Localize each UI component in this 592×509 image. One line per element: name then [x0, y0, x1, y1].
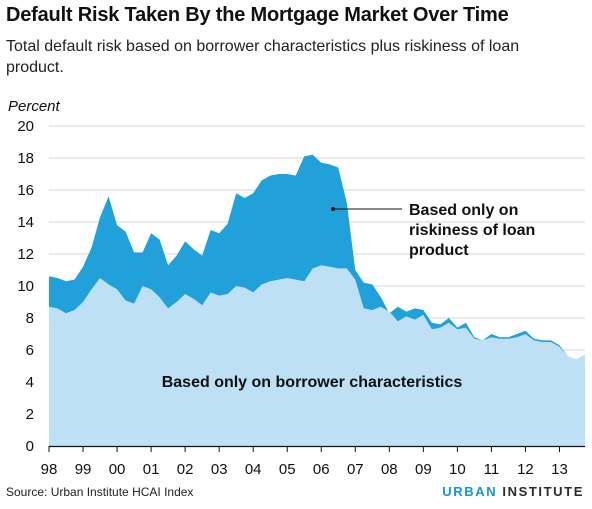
source-note: Source: Urban Institute HCAI Index: [6, 485, 194, 499]
x-tick-label: 10: [449, 461, 466, 478]
y-tick-label: 14: [17, 214, 34, 231]
annotation-borrower: Based only on borrower characteristics: [162, 374, 463, 391]
y-axis-label: Percent: [8, 98, 61, 115]
y-tick-label: 10: [17, 278, 34, 295]
x-tick-label: 11: [484, 461, 500, 478]
x-tick-label: 13: [551, 461, 568, 478]
y-tick-label: 6: [26, 342, 34, 359]
y-tick-label: 0: [26, 438, 34, 455]
x-tick-label: 99: [75, 461, 92, 478]
y-tick-label: 16: [17, 182, 34, 199]
annotation-riskiness-line: riskiness of loan: [409, 222, 535, 239]
y-tick-label: 2: [26, 406, 34, 423]
y-tick-label: 8: [26, 310, 34, 327]
annotation-dot: [331, 207, 335, 211]
annotation-riskiness-line: Based only on: [409, 202, 518, 219]
x-tick-label: 06: [313, 461, 330, 478]
brand-first: URBAN: [442, 484, 498, 499]
y-tick-label: 18: [17, 150, 34, 167]
y-tick-label: 20: [17, 118, 34, 135]
x-tick-label: 98: [41, 461, 58, 478]
x-tick-label: 04: [245, 461, 262, 478]
x-tick-label: 01: [143, 461, 160, 478]
x-tick-label: 08: [381, 461, 398, 478]
y-tick-label: 12: [17, 246, 34, 263]
x-tick-label: 07: [347, 461, 364, 478]
urban-institute-logo: URBAN INSTITUTE: [442, 484, 584, 499]
x-tick-label: 02: [177, 461, 194, 478]
x-tick-label: 00: [109, 461, 126, 478]
chart-subtitle: Total default risk based on borrower cha…: [6, 38, 520, 76]
x-tick-label: 03: [211, 461, 228, 478]
series-area-borrower: [49, 265, 585, 446]
annotation-riskiness-line: product: [409, 242, 469, 259]
x-tick-label: 12: [517, 461, 534, 478]
y-tick-label: 4: [26, 374, 34, 391]
brand-second: INSTITUTE: [502, 484, 584, 499]
chart-title: Default Risk Taken By the Mortgage Marke…: [6, 4, 509, 26]
x-tick-label: 09: [415, 461, 432, 478]
x-tick-label: 05: [279, 461, 296, 478]
